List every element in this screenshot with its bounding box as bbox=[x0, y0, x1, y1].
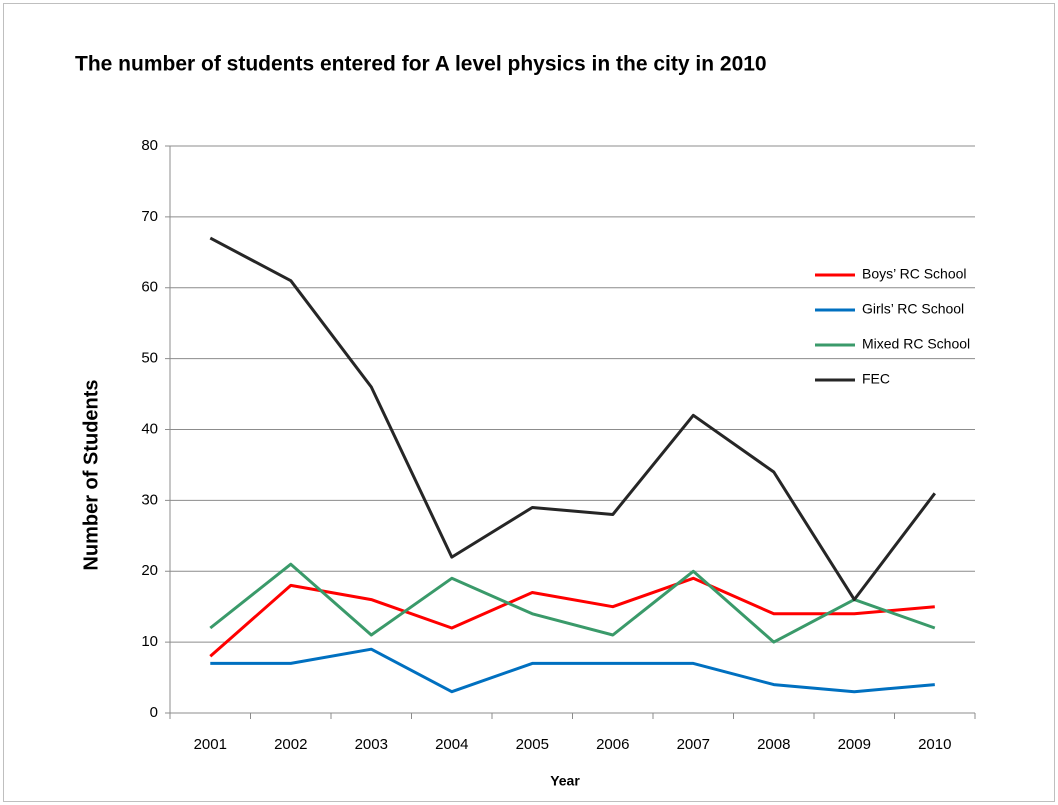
y-tick-label: 30 bbox=[141, 491, 158, 508]
y-tick-label: 60 bbox=[141, 279, 158, 296]
y-tick-label: 20 bbox=[141, 562, 158, 579]
y-tick-label: 40 bbox=[141, 420, 158, 437]
x-tick-label: 2003 bbox=[355, 736, 388, 753]
x-tick-label: 2008 bbox=[757, 736, 790, 753]
x-tick-label: 2005 bbox=[516, 736, 549, 753]
x-tick-label: 2002 bbox=[274, 736, 307, 753]
legend-label: Mixed RC School bbox=[862, 336, 970, 352]
x-tick-label: 2001 bbox=[194, 736, 227, 753]
y-tick-label: 10 bbox=[141, 633, 158, 650]
x-tick-label: 2009 bbox=[838, 736, 871, 753]
series-line bbox=[210, 647, 935, 694]
y-tick-label: 70 bbox=[141, 208, 158, 225]
y-tick-label: 80 bbox=[141, 137, 158, 154]
series-line bbox=[209, 562, 936, 644]
legend-label: Boys’ RC School bbox=[862, 266, 967, 282]
series-line bbox=[209, 576, 935, 658]
y-tick-label: 50 bbox=[141, 350, 158, 367]
x-tick-label: 2004 bbox=[435, 736, 468, 753]
y-tick-label: 0 bbox=[150, 704, 158, 721]
chart-title: The number of students entered for A lev… bbox=[75, 53, 767, 76]
x-tick-label: 2006 bbox=[596, 736, 629, 753]
x-tick-label: 2010 bbox=[918, 736, 951, 753]
chart-border bbox=[3, 3, 1055, 802]
x-axis-title: Year bbox=[550, 773, 580, 789]
legend-label: FEC bbox=[862, 371, 890, 387]
x-tick-label: 2007 bbox=[677, 736, 710, 753]
y-axis-title: Number of Students bbox=[80, 379, 102, 570]
series-line bbox=[209, 236, 936, 602]
legend-label: Girls’ RC School bbox=[862, 301, 964, 317]
